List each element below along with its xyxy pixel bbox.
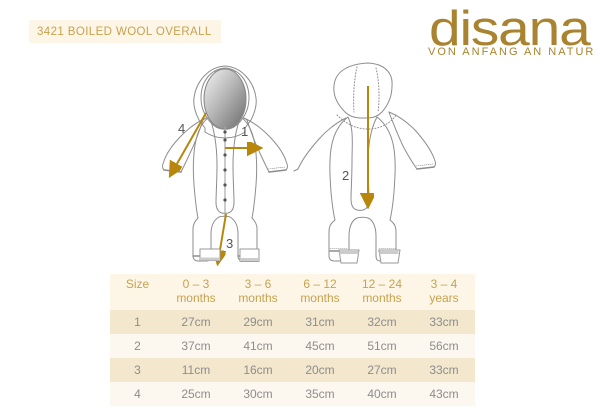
svg-text:2: 2 bbox=[342, 168, 349, 183]
svg-text:3: 3 bbox=[226, 236, 233, 251]
svg-text:1: 1 bbox=[241, 124, 248, 139]
svg-text:4: 4 bbox=[178, 121, 185, 136]
